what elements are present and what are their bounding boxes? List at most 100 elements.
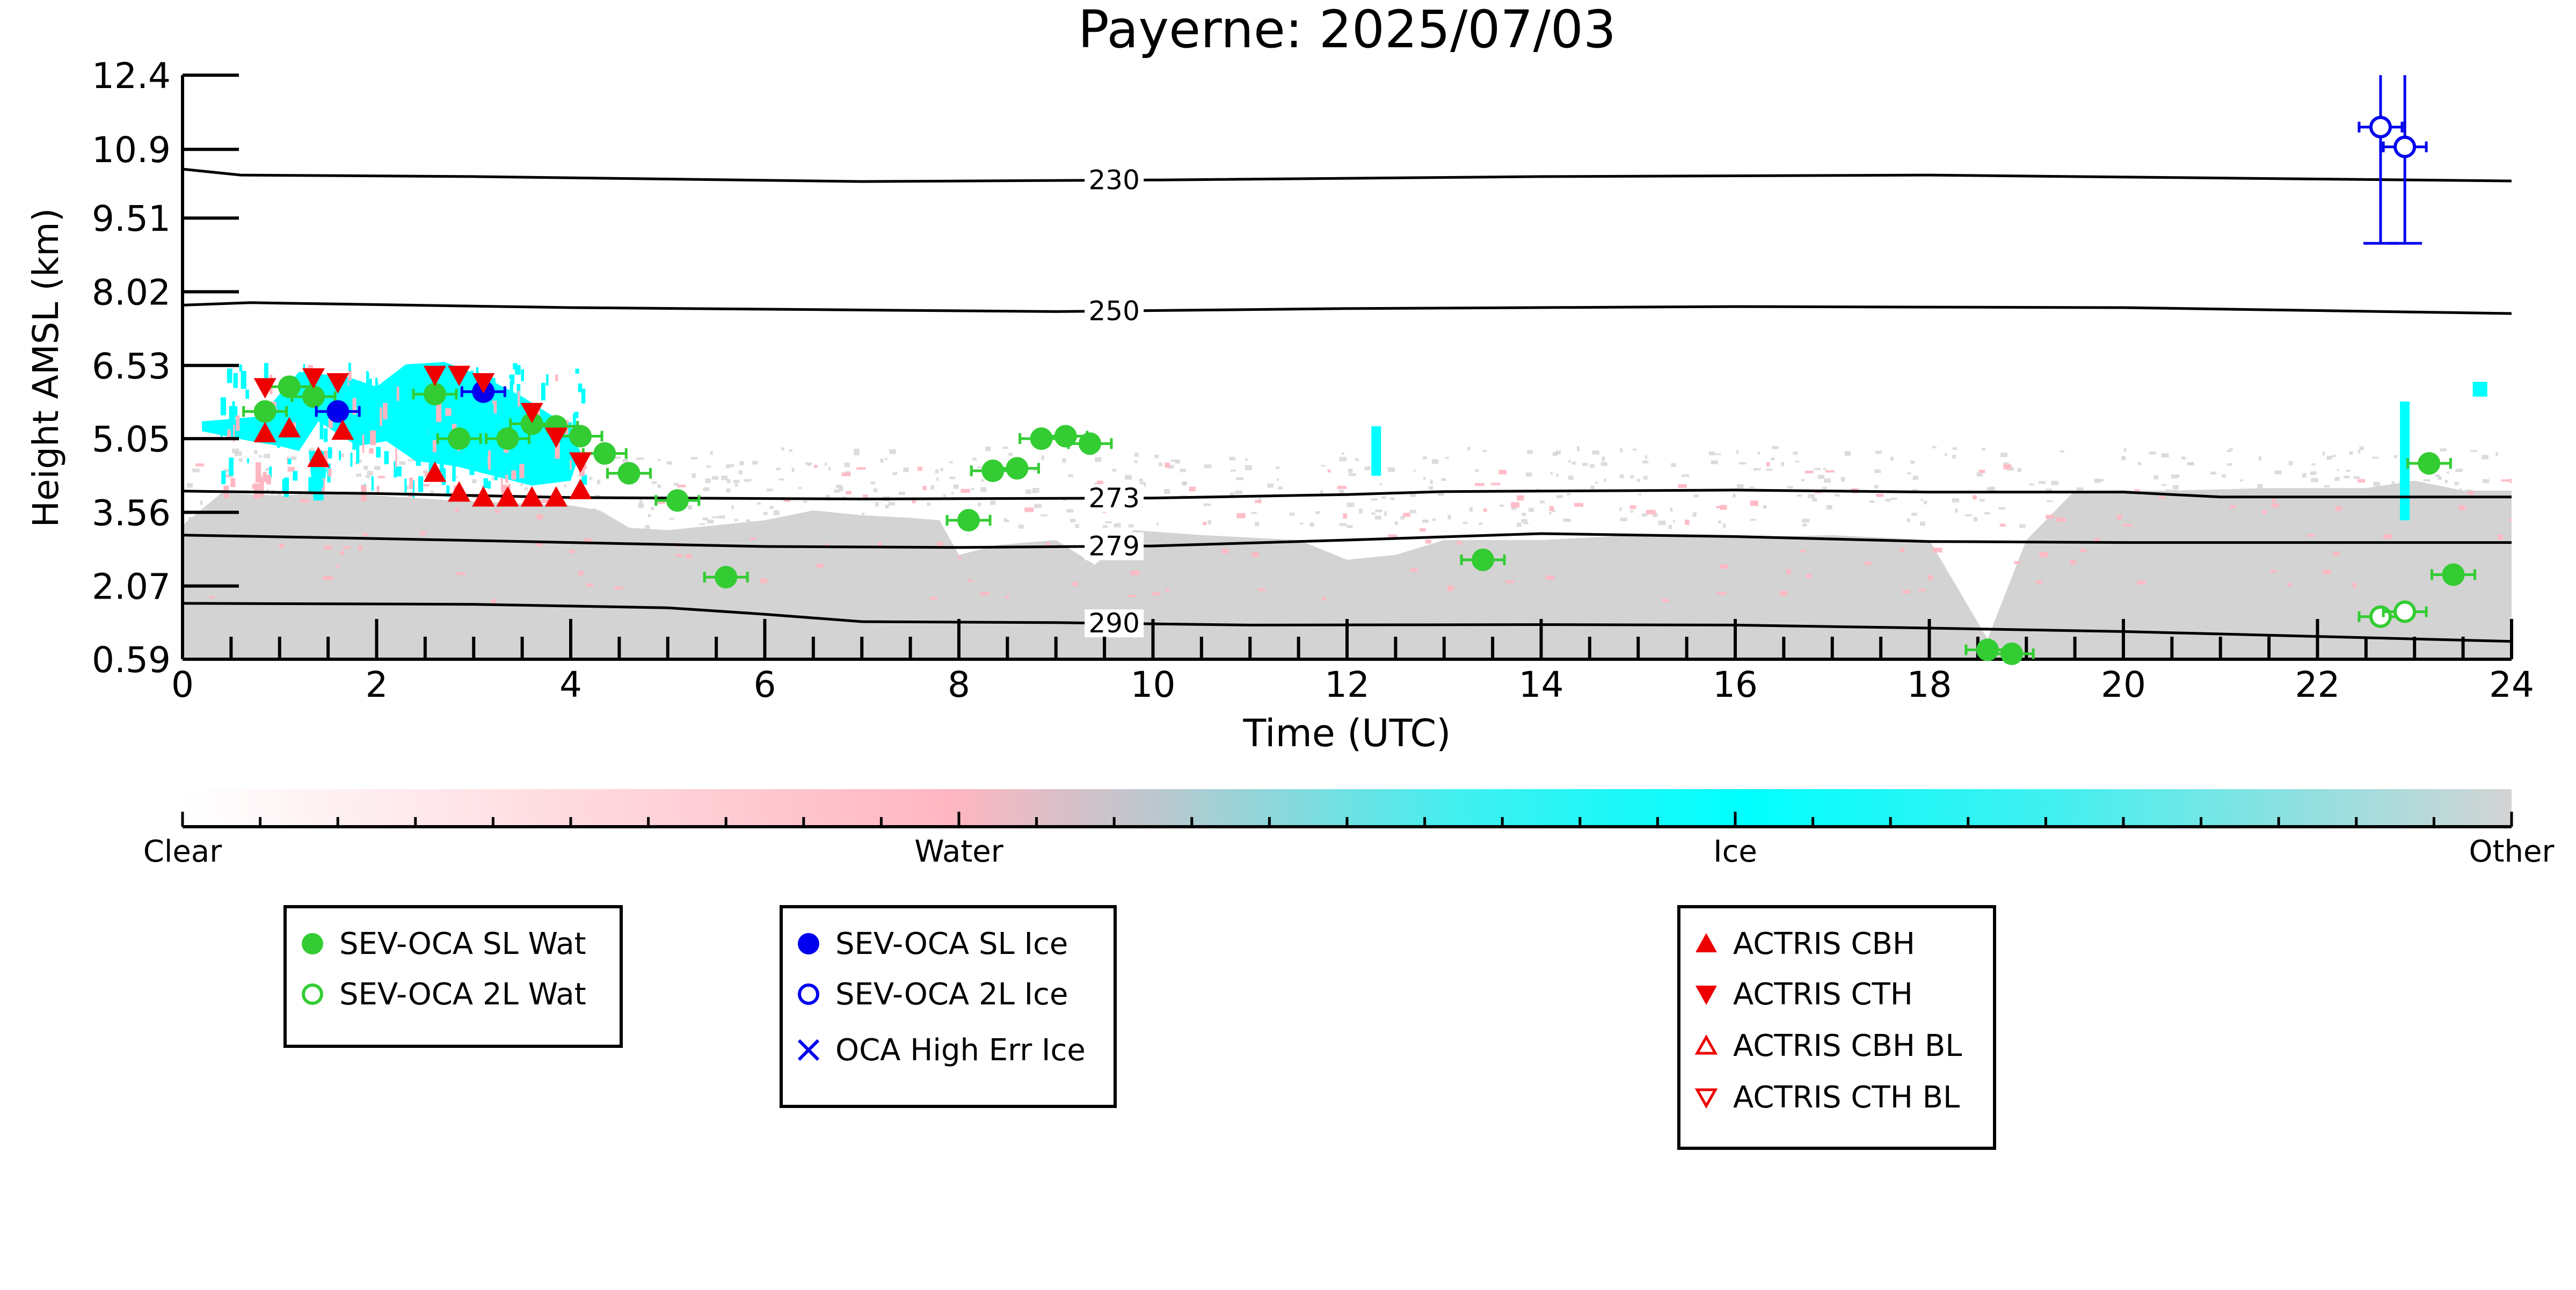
cloud-other-speck: [303, 494, 311, 499]
cloud-water-speck: [1720, 505, 1727, 510]
cloud-ice-speck: [264, 363, 268, 383]
cloud-other-speck: [1592, 450, 1599, 455]
cloud-other-speck: [287, 496, 290, 498]
cloud-other-speck: [781, 447, 784, 451]
cloud-ice-region: [2472, 382, 2487, 397]
cloud-other-speck: [2459, 488, 2462, 493]
cloud-other-speck: [1207, 520, 1211, 524]
colorbar-label: Clear: [143, 834, 222, 869]
cloud-other-speck: [1528, 507, 1534, 512]
legend-label: ACTRIS CTH BL: [1733, 1080, 1960, 1115]
cloud-other-speck: [2326, 456, 2333, 458]
cloud-other-speck: [555, 523, 563, 527]
cloud-other-speck: [690, 457, 698, 460]
cloud-water-speck: [2036, 580, 2042, 584]
cloud-other-speck: [266, 489, 270, 492]
cloud-other-speck: [1309, 522, 1314, 527]
cloud-other-speck: [2382, 486, 2384, 489]
cloud-other-speck: [1008, 453, 1013, 456]
cloud-other-speck: [1906, 518, 1910, 522]
cloud-water-speck: [825, 543, 829, 547]
cloud-other-speck: [1032, 487, 1039, 493]
marker-triangle-up: [307, 446, 330, 467]
cloud-other-speck: [2215, 512, 2220, 516]
cloud-other-speck: [2019, 524, 2026, 528]
cloud-other-speck: [188, 517, 193, 521]
cloud-other-speck: [1795, 461, 1800, 463]
cloud-ice-speck: [581, 389, 586, 404]
cloud-ice-speck: [427, 439, 430, 457]
isotherm-line: [183, 301, 2512, 315]
cloud-ice-speck: [497, 436, 503, 457]
cloud-other-speck: [1339, 457, 1347, 462]
cloud-other-speck: [1787, 486, 1793, 489]
cloud-ice-speck: [352, 434, 356, 450]
cloud-water-speck: [2269, 570, 2277, 573]
cloud-water-speck: [2498, 534, 2503, 540]
isotherm-label: 250: [1088, 295, 1139, 326]
cloud-other-speck: [253, 450, 258, 454]
legend-label: SEV-OCA SL Wat: [339, 926, 586, 961]
cloud-other-speck: [2429, 498, 2432, 502]
cloud-other-speck: [1422, 519, 1429, 523]
x-tick-label: 20: [2101, 664, 2146, 705]
cloud-other-speck: [1409, 493, 1416, 497]
cloud-other-speck: [2135, 507, 2140, 511]
cloud-other-speck: [1236, 477, 1244, 480]
cloud-other-speck: [738, 470, 743, 475]
cloud-water-speck: [937, 542, 943, 546]
cloud-other-speck: [854, 453, 860, 456]
cloud-water-speck: [1716, 592, 1727, 595]
cloud-other-speck: [423, 470, 428, 473]
cloud-ice-speck: [578, 383, 583, 392]
cloud-ice-speck: [376, 447, 381, 458]
cloud-water-speck: [675, 554, 683, 557]
cloud-other-speck: [780, 520, 787, 524]
legend-entry-sev-oca-sl-wat: SEV-OCA SL Wat: [287, 922, 586, 965]
cloud-other-speck: [1604, 478, 1606, 482]
cloud-other-speck: [1619, 474, 1624, 478]
cloud-other-speck: [1034, 504, 1042, 508]
cloud-water-speck: [2468, 491, 2474, 495]
cloud-other-speck: [2391, 481, 2395, 486]
cloud-other-speck: [828, 514, 836, 519]
cloud-water-speck: [1766, 462, 1770, 467]
cloud-other-speck: [2372, 456, 2379, 459]
cloud-other-speck: [935, 469, 939, 473]
cloud-other-speck: [2358, 503, 2364, 508]
cloud-water-speck: [1825, 470, 1835, 473]
cloud-ice-speck: [259, 477, 264, 497]
cloud-other-speck: [739, 461, 745, 465]
cloud-ice-speck: [221, 471, 226, 484]
cloud-other-speck: [1571, 461, 1576, 465]
cloud-water-speck: [1505, 580, 1515, 583]
cloud-water-speck: [279, 543, 285, 549]
cloud-other-speck: [1175, 460, 1181, 464]
cloud-other-speck: [2181, 456, 2186, 460]
cloud-other-speck: [1276, 467, 1280, 469]
cloud-other-speck: [1523, 522, 1529, 524]
cloud-other-speck: [892, 472, 897, 475]
cloud-other-speck: [1567, 492, 1571, 495]
cloud-ice-speck: [423, 393, 426, 406]
cloud-ice-speck: [441, 468, 446, 485]
cloud-water-speck: [1786, 569, 1791, 574]
cloud-other-speck: [791, 468, 795, 472]
marker-circle-filled: [496, 427, 519, 450]
cloud-other-speck: [405, 485, 409, 490]
cloud-other-speck: [1511, 506, 1517, 510]
cloud-ice-speck: [263, 472, 267, 482]
cloud-other-speck: [687, 505, 692, 509]
cloud-other-speck: [1973, 516, 1978, 522]
cloud-other-speck: [232, 448, 239, 454]
cloud-other-speck: [1715, 453, 1721, 455]
cloud-other-speck: [1919, 521, 1925, 526]
marker-circle-filled: [1079, 432, 1102, 455]
cloud-ice-speck: [409, 477, 413, 489]
cloud-ice-speck: [575, 368, 579, 374]
cloud-ice-speck: [277, 427, 281, 448]
cloud-other-speck: [1802, 523, 1807, 527]
cloud-other-speck: [1633, 448, 1637, 451]
cloud-other-speck: [1164, 489, 1170, 494]
cloud-other-speck: [1952, 447, 1957, 450]
